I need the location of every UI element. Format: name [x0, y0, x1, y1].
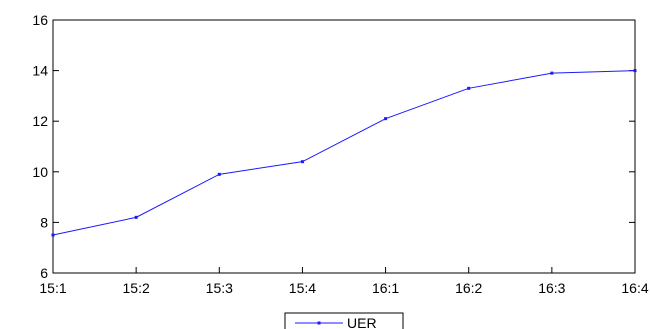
- data-point: [217, 172, 221, 176]
- x-tick-label: 16:4: [621, 280, 648, 296]
- y-tick-label: 8: [40, 214, 48, 230]
- y-tick-label: 12: [32, 113, 48, 129]
- legend-box: [284, 312, 404, 329]
- legend-marker-sample: [317, 321, 321, 325]
- data-point: [300, 160, 304, 164]
- y-tick-label: 16: [32, 12, 48, 28]
- y-tick-label: 14: [32, 63, 48, 79]
- x-tick-label: 15:3: [206, 280, 233, 296]
- data-point: [384, 117, 388, 121]
- series-layer: [51, 69, 637, 237]
- y-axis: 6 8 10 12 14 16: [32, 12, 635, 281]
- x-tick-label: 15:1: [39, 280, 66, 296]
- data-point: [467, 86, 471, 90]
- data-point: [134, 215, 138, 219]
- series-line-uer: [52, 70, 636, 236]
- x-axis: 15:1 15:2 15:3 15:4 16:1 16:2 16:3 16:4: [39, 267, 649, 296]
- x-tick-label: 15:2: [123, 280, 150, 296]
- y-tick-label: 10: [32, 164, 48, 180]
- x-tick-label: 15:4: [289, 280, 316, 296]
- x-tick-label: 16:2: [455, 280, 482, 296]
- data-point: [550, 71, 554, 75]
- plot-area-frame: [52, 19, 636, 274]
- data-point: [51, 233, 55, 237]
- legend-label-uer: UER: [347, 315, 377, 329]
- x-tick-label: 16:1: [372, 280, 399, 296]
- x-tick-label: 16:3: [538, 280, 565, 296]
- data-point: [633, 69, 637, 73]
- legend: UER: [284, 312, 404, 329]
- y-tick-label: 6: [40, 265, 48, 281]
